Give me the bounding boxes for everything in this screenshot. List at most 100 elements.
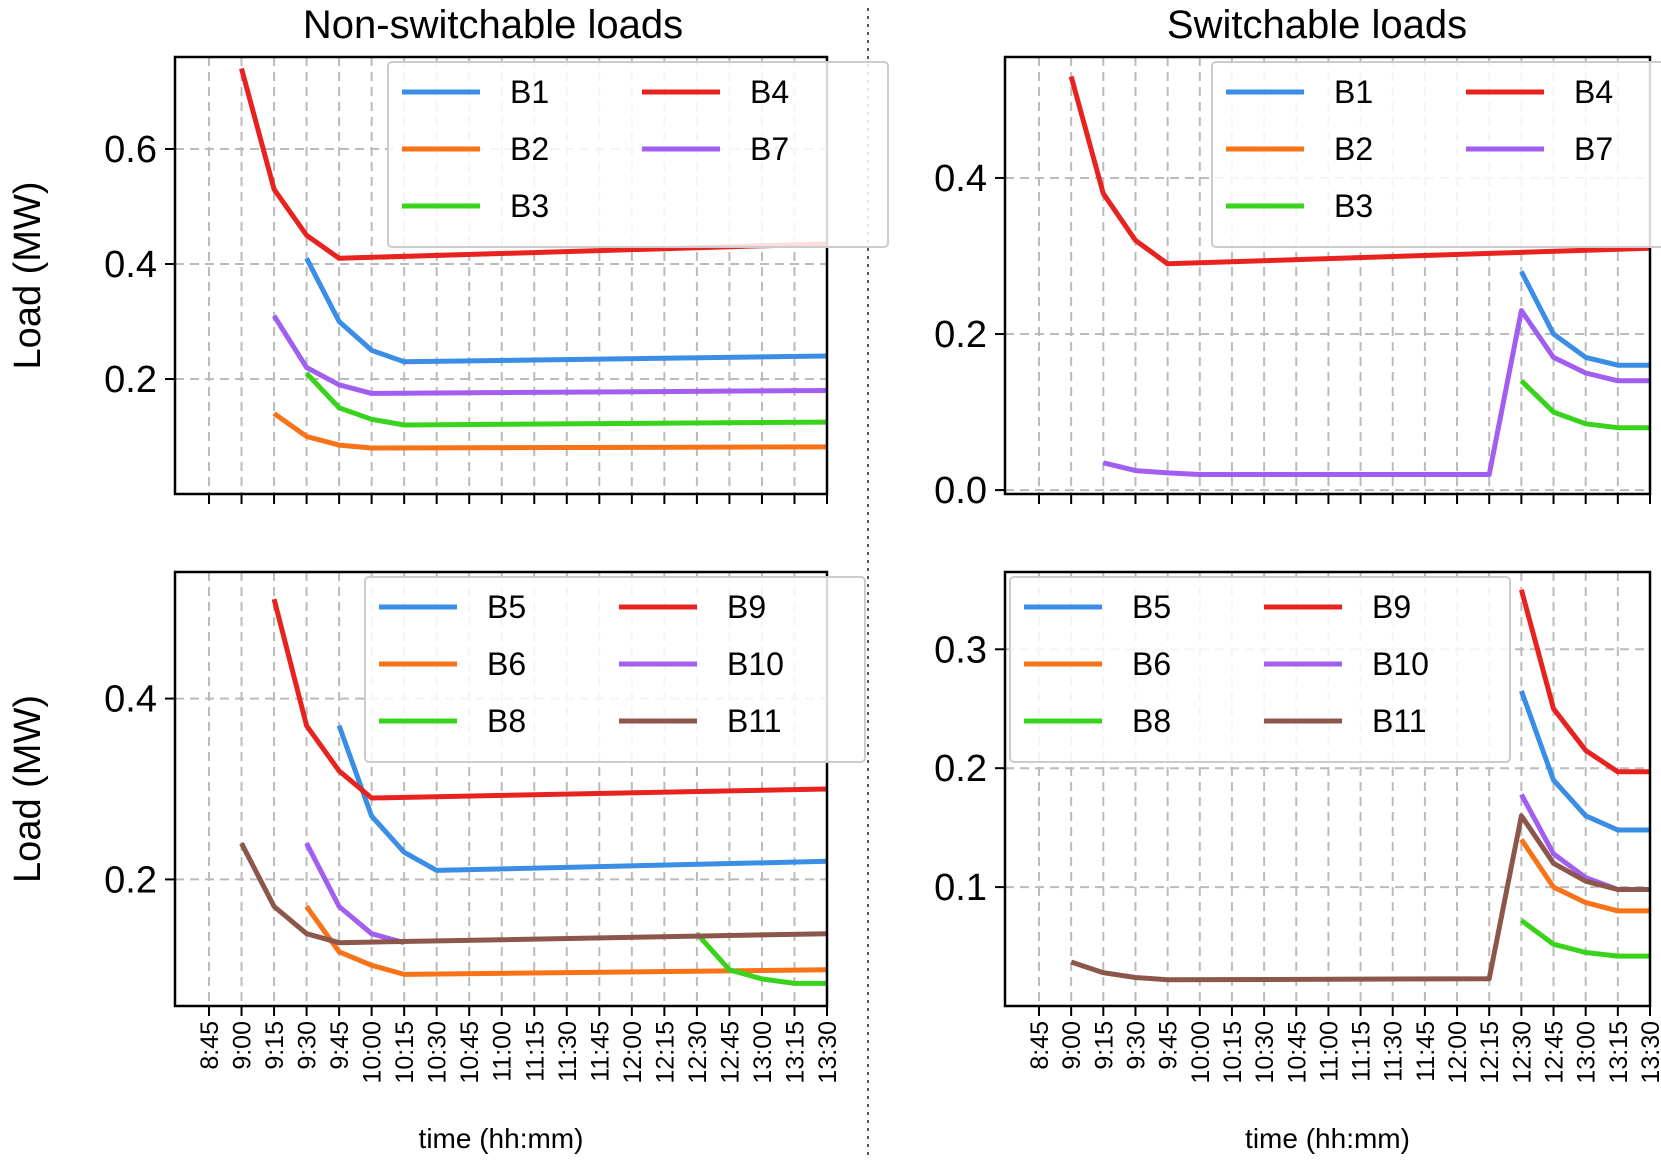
panel-ns-bottom: 0.2 0.4 8:45 9:00 9:15 9:30 9:45 10:00 10:15 10:3… — [7, 570, 866, 1154]
x-tick-label: 10:45 — [456, 1021, 484, 1084]
x-tick-label: 12:15 — [1476, 1021, 1504, 1084]
series-line-B9 — [1518, 589, 1650, 775]
legend-box — [364, 576, 866, 763]
x-tick-label: 12:00 — [619, 1021, 647, 1084]
legend-label-B5: B5 — [1132, 589, 1171, 625]
series-line-B5 — [1519, 690, 1650, 833]
legend-label-B5: B5 — [487, 589, 526, 625]
x-tick-label: 11:30 — [1380, 1021, 1408, 1082]
series-line-B10 — [304, 842, 405, 946]
series-line-B9 — [271, 598, 828, 801]
x-tick-label: 10:00 — [1187, 1021, 1215, 1084]
legend-label-B1: B1 — [1334, 74, 1373, 110]
y-tick-label: 0.3 — [934, 629, 987, 671]
legend-label-B8: B8 — [1132, 703, 1171, 739]
y-tick-label: 0.2 — [934, 748, 987, 790]
series-line-B8 — [695, 932, 827, 986]
x-tick-label: 8:45 — [196, 1021, 224, 1070]
y-tick-label: 0.1 — [934, 867, 987, 909]
x-tick-label: 11:30 — [554, 1021, 582, 1082]
x-tick-label: 10:30 — [424, 1021, 452, 1084]
legend-label-B6: B6 — [487, 646, 526, 682]
x-tick-label: 11:45 — [1412, 1021, 1440, 1082]
panel-sw-bottom: 0.10.20.38:45 9:00 9:15 9:30 9:45 10:00 10:15 1… — [934, 570, 1661, 1154]
legend-label-B4: B4 — [1574, 74, 1613, 110]
axes-frame — [173, 570, 829, 1008]
x-tick-label: 12:00 — [1444, 1021, 1472, 1084]
series-line-B6 — [1519, 838, 1650, 914]
series-line-B2 — [272, 411, 828, 451]
legend: B1 B2 B3 B4 B7 — [1211, 61, 1661, 248]
legend-box — [1009, 576, 1511, 763]
series-line-B1 — [304, 257, 828, 365]
title-non-switchable: Non-switchable loads — [303, 3, 683, 47]
x-tick-label: 9:00 — [229, 1021, 257, 1070]
x-tick-label: 9:00 — [1058, 1021, 1086, 1070]
legend-label-B2: B2 — [510, 131, 549, 167]
x-tick-label: 13:30 — [814, 1021, 842, 1084]
legend-label-B3: B3 — [1334, 188, 1373, 224]
legend: B5 B6 B8 B9 B10 B11 — [364, 576, 866, 763]
x-tick-label: 10:15 — [1219, 1021, 1247, 1084]
series-line-B7 — [271, 314, 828, 396]
legend-label-B11: B11 — [1372, 703, 1427, 739]
legend-label-B7: B7 — [1574, 131, 1613, 167]
series-line-B4 — [239, 67, 828, 261]
x-axis-label: time (hh:mm) — [419, 1123, 584, 1154]
x-tick-label: 10:00 — [359, 1021, 387, 1084]
axes-frame — [1003, 570, 1652, 1008]
legend-label-B10: B10 — [727, 646, 784, 682]
x-tick-label: 9:30 — [294, 1021, 322, 1070]
y-tick-label: 0.2 — [104, 359, 157, 401]
x-tick-label: 11:00 — [489, 1021, 517, 1082]
legend-label-B2: B2 — [1334, 131, 1373, 167]
x-tick-label: 10:45 — [1283, 1021, 1311, 1084]
x-tick-label: 9:30 — [1122, 1021, 1150, 1070]
y-axis-label: Load (MW) — [7, 695, 49, 883]
x-tick-label: 11:00 — [1315, 1021, 1343, 1082]
y-tick-label: 0.0 — [934, 470, 987, 512]
x-tick-label: 9:45 — [326, 1021, 354, 1070]
x-tick-label: 13:00 — [1573, 1021, 1601, 1084]
x-tick-label: 9:45 — [1155, 1021, 1183, 1070]
series-line-B6 — [304, 905, 828, 977]
x-tick-label: 11:15 — [1348, 1021, 1376, 1082]
y-tick-label: 0.4 — [934, 158, 987, 200]
x-tick-label: 13:15 — [1605, 1021, 1633, 1084]
x-tick-label: 13:30 — [1637, 1021, 1661, 1084]
axes-frame — [173, 55, 829, 496]
y-tick-label: 0.6 — [104, 129, 157, 171]
series-line-B1 — [1519, 270, 1650, 368]
legend-box — [1211, 61, 1661, 248]
legend-label-B1: B1 — [510, 74, 549, 110]
x-tick-label: 13:00 — [749, 1021, 777, 1084]
x-tick-label: 8:45 — [1026, 1021, 1054, 1070]
y-tick-label: 0.4 — [104, 679, 157, 721]
x-tick-label: 11:45 — [586, 1021, 614, 1082]
x-tick-label: 10:15 — [391, 1021, 419, 1084]
panel-sw-top: 0.0 0.2 0.4 B1 B2 B3 B4 B7 — [934, 55, 1661, 512]
axes-frame — [1003, 55, 1652, 496]
series-line-B3 — [1519, 379, 1650, 431]
y-tick-label: 0.4 — [104, 244, 157, 286]
x-tick-label: 11:15 — [521, 1021, 549, 1082]
x-tick-label: 12:30 — [684, 1021, 712, 1084]
legend-box — [387, 61, 889, 248]
y-axis-label: Load (MW) — [7, 182, 49, 370]
title-switchable: Switchable loads — [1167, 3, 1467, 47]
x-tick-label: 12:30 — [1508, 1021, 1536, 1084]
y-tick-label: 0.2 — [934, 314, 987, 356]
legend-label-B7: B7 — [750, 131, 789, 167]
x-tick-label: 12:45 — [1541, 1021, 1569, 1084]
x-tick-label: 13:15 — [781, 1021, 809, 1084]
series-line-B11 — [1070, 813, 1650, 983]
x-tick-label: 12:45 — [716, 1021, 744, 1084]
x-tick-label: 9:15 — [1090, 1021, 1118, 1070]
legend-label-B11: B11 — [727, 703, 782, 739]
x-tick-label: 10:30 — [1251, 1021, 1279, 1084]
legend-label-B8: B8 — [487, 703, 526, 739]
x-tick-label: 9:15 — [261, 1021, 289, 1070]
series-line-B7 — [1102, 308, 1650, 477]
legend-label-B6: B6 — [1132, 646, 1171, 682]
